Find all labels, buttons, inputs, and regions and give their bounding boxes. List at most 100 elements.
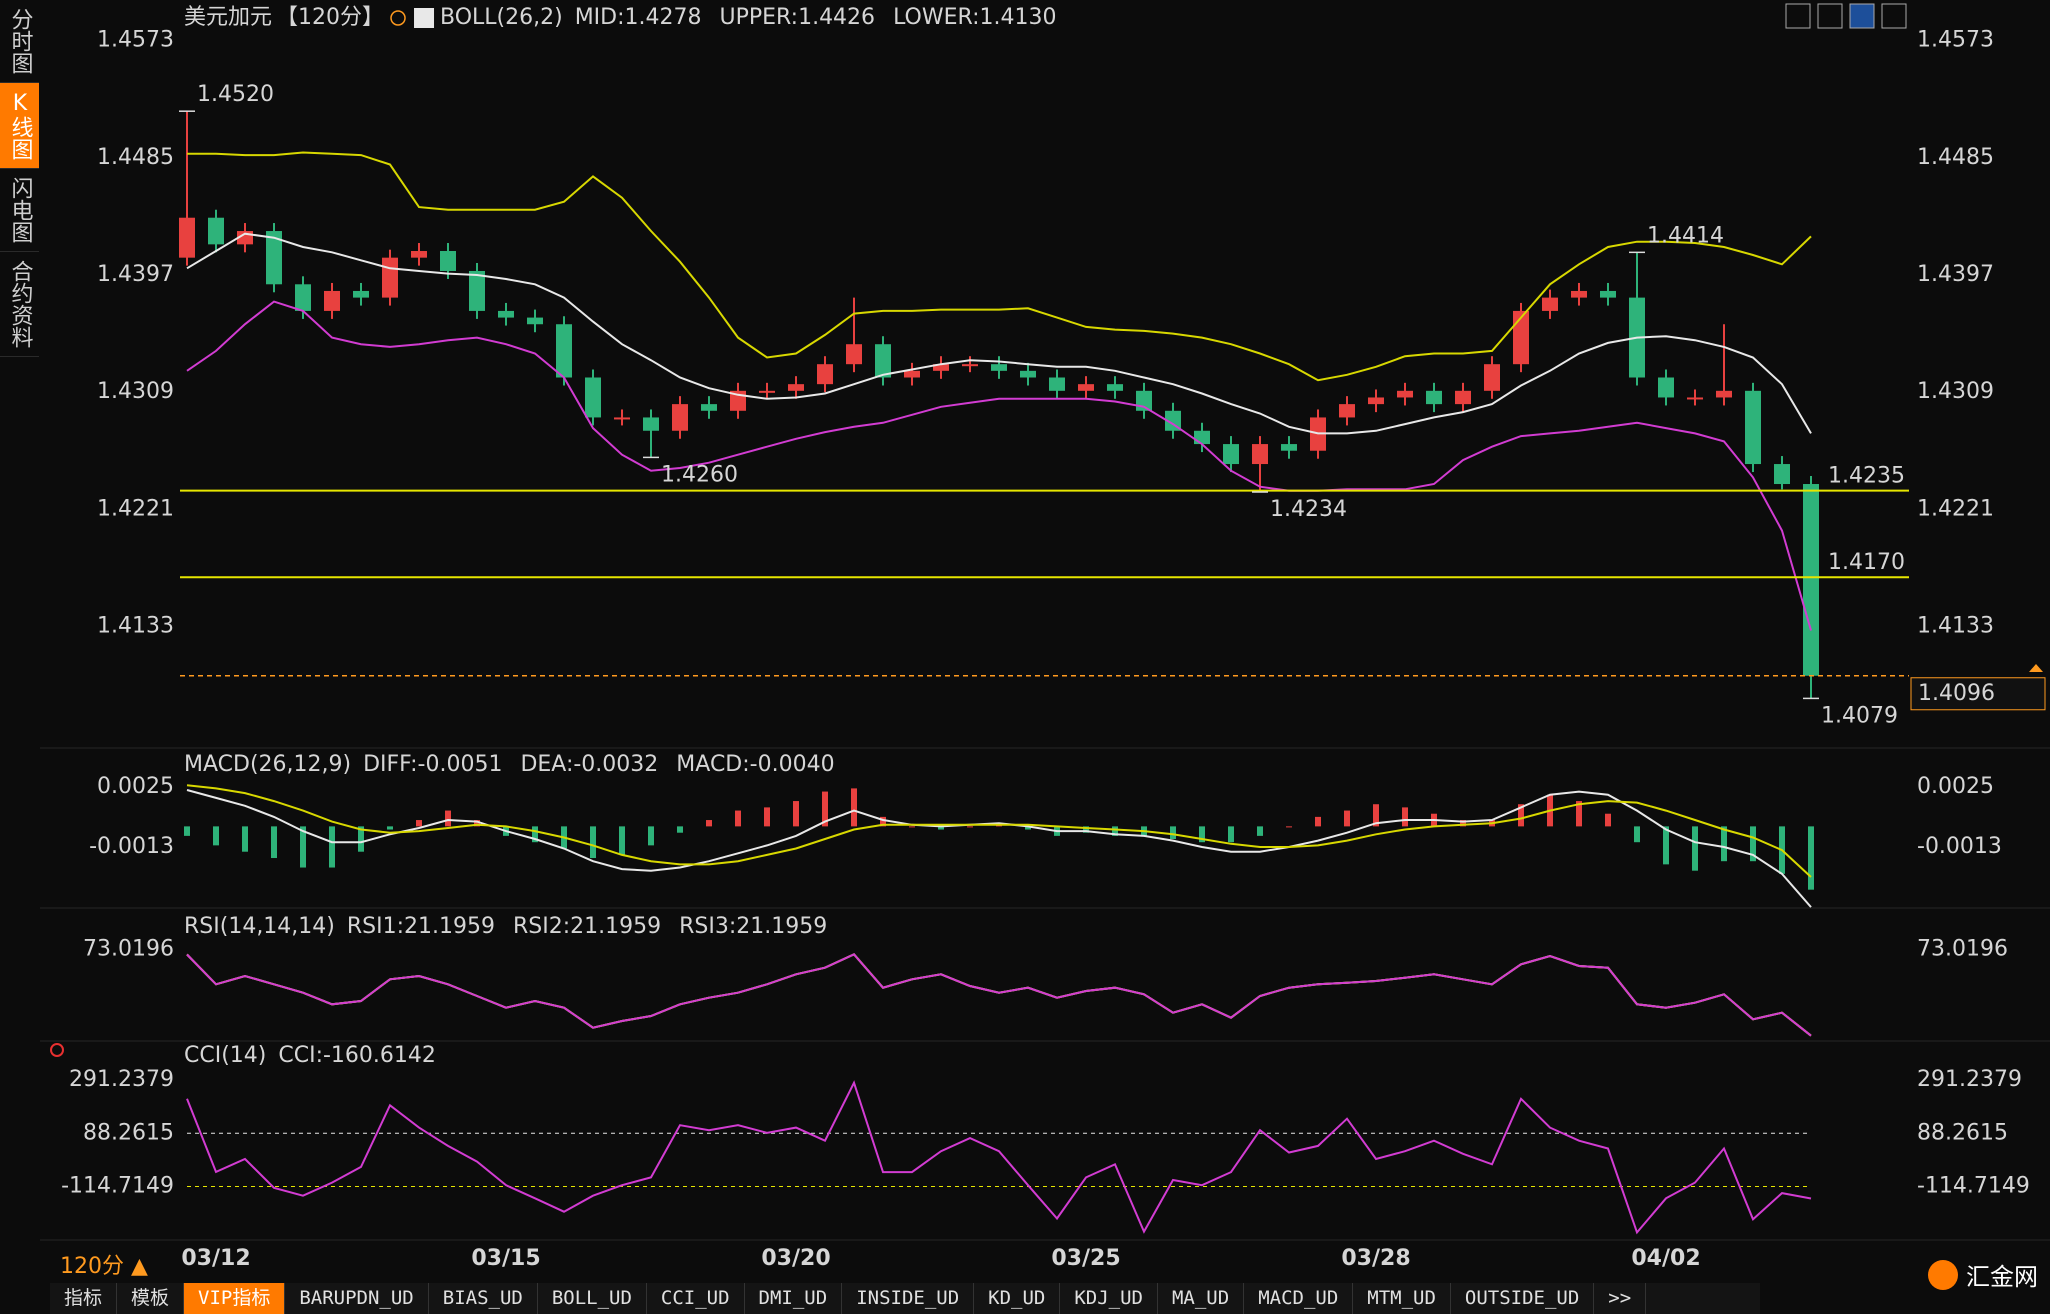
candle-body [1397, 390, 1413, 398]
candle-body [1803, 484, 1819, 676]
candle-body [1658, 377, 1674, 398]
tool-icon[interactable] [1785, 3, 1811, 29]
header-text: CCI:-160.6142 [278, 1043, 436, 1068]
y-tick-label: 1.4221 [97, 496, 174, 521]
y-tick-label-right: 1.4573 [1917, 28, 1994, 53]
indicator-tab[interactable]: MA_UD [1158, 1283, 1245, 1314]
last-price-box [1910, 677, 2046, 711]
tool-icon[interactable] [1817, 3, 1843, 29]
indicator-tab[interactable]: 模板 [117, 1283, 185, 1314]
header-text: LOWER:1.4130 [893, 5, 1056, 30]
macd-bar [1228, 826, 1234, 843]
candle-body [1513, 310, 1529, 365]
indicator-tab[interactable]: OUTSIDE_UD [1451, 1283, 1595, 1314]
tool-icon[interactable] [1849, 3, 1875, 29]
x-tick-label: 03/28 [1341, 1246, 1410, 1271]
indicator-tab[interactable]: KDJ_UD [1060, 1283, 1158, 1314]
macd-bar [909, 826, 915, 828]
candle-body [788, 384, 804, 391]
macd-bar [880, 816, 886, 827]
indicator-tab[interactable]: KD_UD [974, 1283, 1061, 1314]
sidebar-tab[interactable]: K线图 [0, 83, 39, 169]
macd-bar [1315, 816, 1321, 827]
indicator-tabs: 指标 模板 VIP指标 BARUPDN_UD BIAS_UD BOLL_UD CCI_UD D… [50, 1283, 1760, 1314]
candle-body [643, 417, 659, 431]
indicator-tab[interactable]: DMI_UD [745, 1283, 843, 1314]
indicator-tab[interactable]: MTM_UD [1353, 1283, 1451, 1314]
indicator-tab[interactable]: CCI_UD [647, 1283, 745, 1314]
macd-bar [1170, 826, 1176, 840]
indicator-tab[interactable]: 指标 [50, 1283, 118, 1314]
x-tick-label: 03/15 [471, 1246, 540, 1271]
y-tick-label: 0.0025 [97, 774, 174, 799]
candle-body [1687, 397, 1703, 400]
macd-bar [445, 810, 451, 827]
sidebar-tab[interactable]: 合约资料 [0, 252, 39, 357]
extreme-label: 1.4079 [1821, 703, 1898, 728]
logo: 汇金网 [1928, 1257, 2038, 1292]
indicator-tab[interactable]: VIP指标 [184, 1283, 286, 1314]
indicator-tab[interactable]: INSIDE_UD [842, 1283, 975, 1314]
y-tick-label-right: -0.0013 [1917, 834, 2002, 859]
header-text: RSI2:21.1959 [513, 914, 661, 939]
candle-body [469, 270, 485, 311]
macd-bar [619, 826, 625, 855]
period-menu[interactable]: 120分 ▲ [60, 1254, 148, 1279]
indicator-tab[interactable]: BARUPDN_UD [285, 1283, 429, 1314]
extreme-label: 1.4260 [661, 462, 738, 487]
indicator-tab[interactable]: BIAS_UD [429, 1283, 538, 1314]
candle-body [1600, 290, 1616, 298]
candle-body [179, 217, 195, 258]
series-line [186, 232, 1812, 435]
candle-body [1223, 444, 1239, 465]
candle-body [672, 404, 688, 431]
y-tick-label-right: 1.4485 [1917, 145, 1994, 170]
macd-bar [358, 826, 364, 852]
macd-bar [1634, 826, 1640, 843]
toolbar-icons [1785, 3, 1907, 29]
logo-icon [1928, 1259, 1958, 1290]
macd-bar [1750, 826, 1756, 862]
indicator-tab[interactable]: BOLL_UD [538, 1283, 647, 1314]
x-tick-label: 04/02 [1631, 1246, 1700, 1271]
sidebar-tab[interactable]: 分时图 [0, 0, 39, 83]
icon [414, 8, 435, 28]
sidebar: 分时图 K线图 闪电图 合约资料 [0, 0, 39, 357]
candle-body [1194, 430, 1210, 445]
candle-body [1281, 444, 1297, 451]
candle-body [295, 284, 311, 311]
header-text: DIFF:-0.0051 [363, 752, 502, 777]
candle-body [353, 290, 369, 298]
candle-body [1107, 384, 1123, 391]
macd-bar [300, 826, 306, 868]
panel-icon[interactable] [50, 1043, 64, 1057]
macd-bar [1286, 826, 1292, 828]
header-text: RSI1:21.1959 [347, 914, 495, 939]
macd-bar [416, 820, 422, 827]
candle-body [962, 364, 978, 367]
series-line [186, 1080, 1812, 1235]
sidebar-tab[interactable]: 闪电图 [0, 169, 39, 252]
macd-bar [184, 826, 190, 836]
header-text: 【120分】 [276, 5, 384, 30]
series-line [186, 784, 1812, 878]
header-text: MID:1.4278 [575, 5, 702, 30]
y-tick-label-right: 0.0025 [1917, 774, 1994, 799]
macd-bar [764, 807, 770, 827]
macd-bar [1257, 826, 1263, 836]
indicator-tab[interactable]: >> [1594, 1283, 1647, 1314]
macd-bar [590, 826, 596, 859]
candle-body [1745, 390, 1761, 465]
y-tick-label-right: 1.4221 [1917, 496, 1994, 521]
y-tick-label: 88.2615 [83, 1120, 174, 1145]
x-tick-label: 03/25 [1051, 1246, 1120, 1271]
tool-icon[interactable] [1881, 3, 1907, 29]
indicator-tab[interactable]: MACD_UD [1244, 1283, 1354, 1314]
candle-body [556, 324, 572, 378]
macd-bar [1083, 826, 1089, 833]
price-marker [2029, 664, 2043, 672]
macd-bar [822, 791, 828, 827]
last-price-label: 1.4096 [1918, 681, 1995, 706]
y-tick-label: 73.0196 [83, 936, 174, 961]
